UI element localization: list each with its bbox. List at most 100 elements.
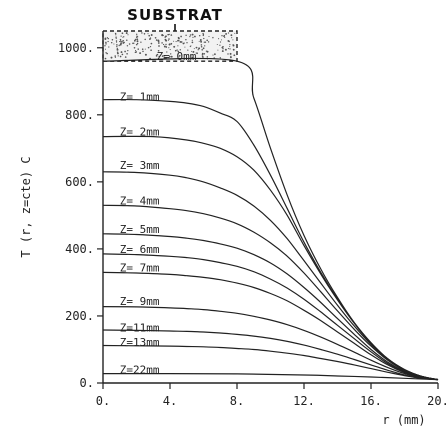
- substrate-dot: [150, 49, 152, 51]
- substrate-dot: [178, 56, 180, 58]
- substrate-dot: [221, 35, 223, 37]
- substrate-dot: [114, 55, 116, 57]
- substrate-dot: [161, 42, 163, 44]
- series-label-z-13mm: Z=13mm: [120, 336, 160, 349]
- substrate-dot: [178, 40, 180, 42]
- x-tick-label: 12.: [293, 394, 315, 408]
- substrate-dot: [204, 41, 207, 43]
- substrate-dot: [147, 46, 150, 49]
- substrate-dot: [114, 32, 117, 35]
- substrate-dot: [155, 39, 158, 41]
- substrate-dot: [136, 33, 138, 35]
- substrate-dot: [224, 48, 227, 51]
- substrate-dot: [200, 46, 203, 48]
- substrate-dot: [119, 55, 122, 58]
- substrate-dot: [119, 43, 122, 46]
- substrate-dot: [206, 56, 209, 58]
- y-tick-label: 0.: [80, 376, 94, 390]
- substrate-dot: [183, 42, 185, 44]
- substrate-dot: [116, 41, 118, 43]
- substrate-dot: [185, 38, 187, 41]
- x-tick-label: 4.: [163, 394, 177, 408]
- substrate-dot: [229, 48, 231, 50]
- substrate-dot: [202, 34, 204, 37]
- substrate-dot: [126, 39, 128, 41]
- substrate-dot: [106, 37, 109, 39]
- substrate-dot: [227, 53, 229, 55]
- substrate-dot: [227, 32, 230, 34]
- substrate-dot: [119, 40, 122, 42]
- substrate-dot: [220, 39, 223, 41]
- substrate-dot: [121, 53, 124, 56]
- substrate-dot: [176, 49, 178, 51]
- substrate-dot: [108, 46, 110, 48]
- substrate-dot: [219, 41, 222, 43]
- substrate-dot: [104, 45, 106, 47]
- substrate-dot: [120, 35, 122, 37]
- series-label-z-6mm: Z= 6mm: [120, 243, 160, 256]
- substrate-dot: [222, 48, 224, 50]
- substrate-dot: [107, 40, 109, 43]
- substrate-dot: [200, 40, 203, 43]
- substrate-dot: [203, 52, 206, 55]
- substrate-dot: [206, 39, 209, 42]
- substrate-dot: [115, 36, 117, 39]
- substrate-dot: [135, 51, 138, 53]
- series-label-z-1mm: Z= 1mm: [120, 90, 160, 103]
- series-line-z-5mm: [102, 233, 439, 381]
- substrate-dot: [229, 45, 231, 48]
- series-line-z-7mm: [102, 271, 439, 381]
- series-line-z-11mm: [102, 329, 439, 381]
- substrate-dot: [199, 39, 202, 41]
- substrate-dot: [186, 42, 188, 44]
- substrate-dot: [233, 49, 235, 51]
- series-line-z-4mm: [102, 204, 439, 381]
- substrate-dot: [165, 43, 167, 46]
- series-line-z-6mm: [102, 253, 439, 381]
- substrate-dot: [207, 41, 210, 43]
- substrate-dot: [104, 48, 107, 50]
- substrate-dot: [113, 43, 115, 45]
- substrate-dot: [158, 45, 160, 47]
- substrate-dot: [127, 34, 129, 36]
- substrate-dot: [116, 45, 118, 47]
- substrate-dot: [175, 41, 177, 43]
- substrate-dot: [115, 40, 118, 42]
- substrate-dot: [110, 41, 113, 44]
- substrate-dot: [193, 35, 196, 38]
- substrate-dot: [166, 51, 168, 53]
- substrate-dot: [150, 34, 153, 36]
- substrate-dot: [179, 40, 182, 43]
- substrate-dot: [158, 55, 160, 58]
- substrate-dot: [117, 51, 119, 53]
- substrate-dot: [114, 56, 117, 58]
- substrate-dot: [192, 36, 194, 39]
- x-tick-label: 0.: [96, 394, 110, 408]
- substrate-dot: [193, 48, 195, 50]
- substrate-dot: [119, 41, 121, 43]
- substrate-dot: [225, 32, 228, 35]
- substrate-dot: [202, 47, 205, 50]
- substrate-dot: [115, 34, 117, 36]
- substrate-dot: [190, 55, 192, 57]
- substrate-dot: [177, 50, 180, 53]
- substrate-dot: [134, 40, 136, 42]
- substrate-dot: [198, 40, 200, 42]
- substrate-dot: [136, 40, 139, 43]
- series-label-z-2mm: Z= 2mm: [120, 126, 160, 139]
- series-line-z-13mm: [102, 344, 439, 381]
- substrate-dot: [223, 35, 225, 37]
- substrate-dot: [124, 50, 126, 53]
- substrate-dot: [149, 37, 152, 39]
- substrate-dot: [195, 46, 198, 49]
- substrate-dot: [167, 39, 169, 41]
- y-tick-label: 1000.: [58, 41, 94, 55]
- series-label-z-0mm: Z= 0mm: [157, 50, 197, 63]
- substrate-dot: [233, 54, 236, 57]
- substrate-dot: [161, 55, 164, 57]
- substrate-dot: [224, 36, 226, 38]
- substrate-dot: [214, 53, 216, 56]
- x-tick-label: 8.: [230, 394, 244, 408]
- substrate-dot: [164, 36, 166, 38]
